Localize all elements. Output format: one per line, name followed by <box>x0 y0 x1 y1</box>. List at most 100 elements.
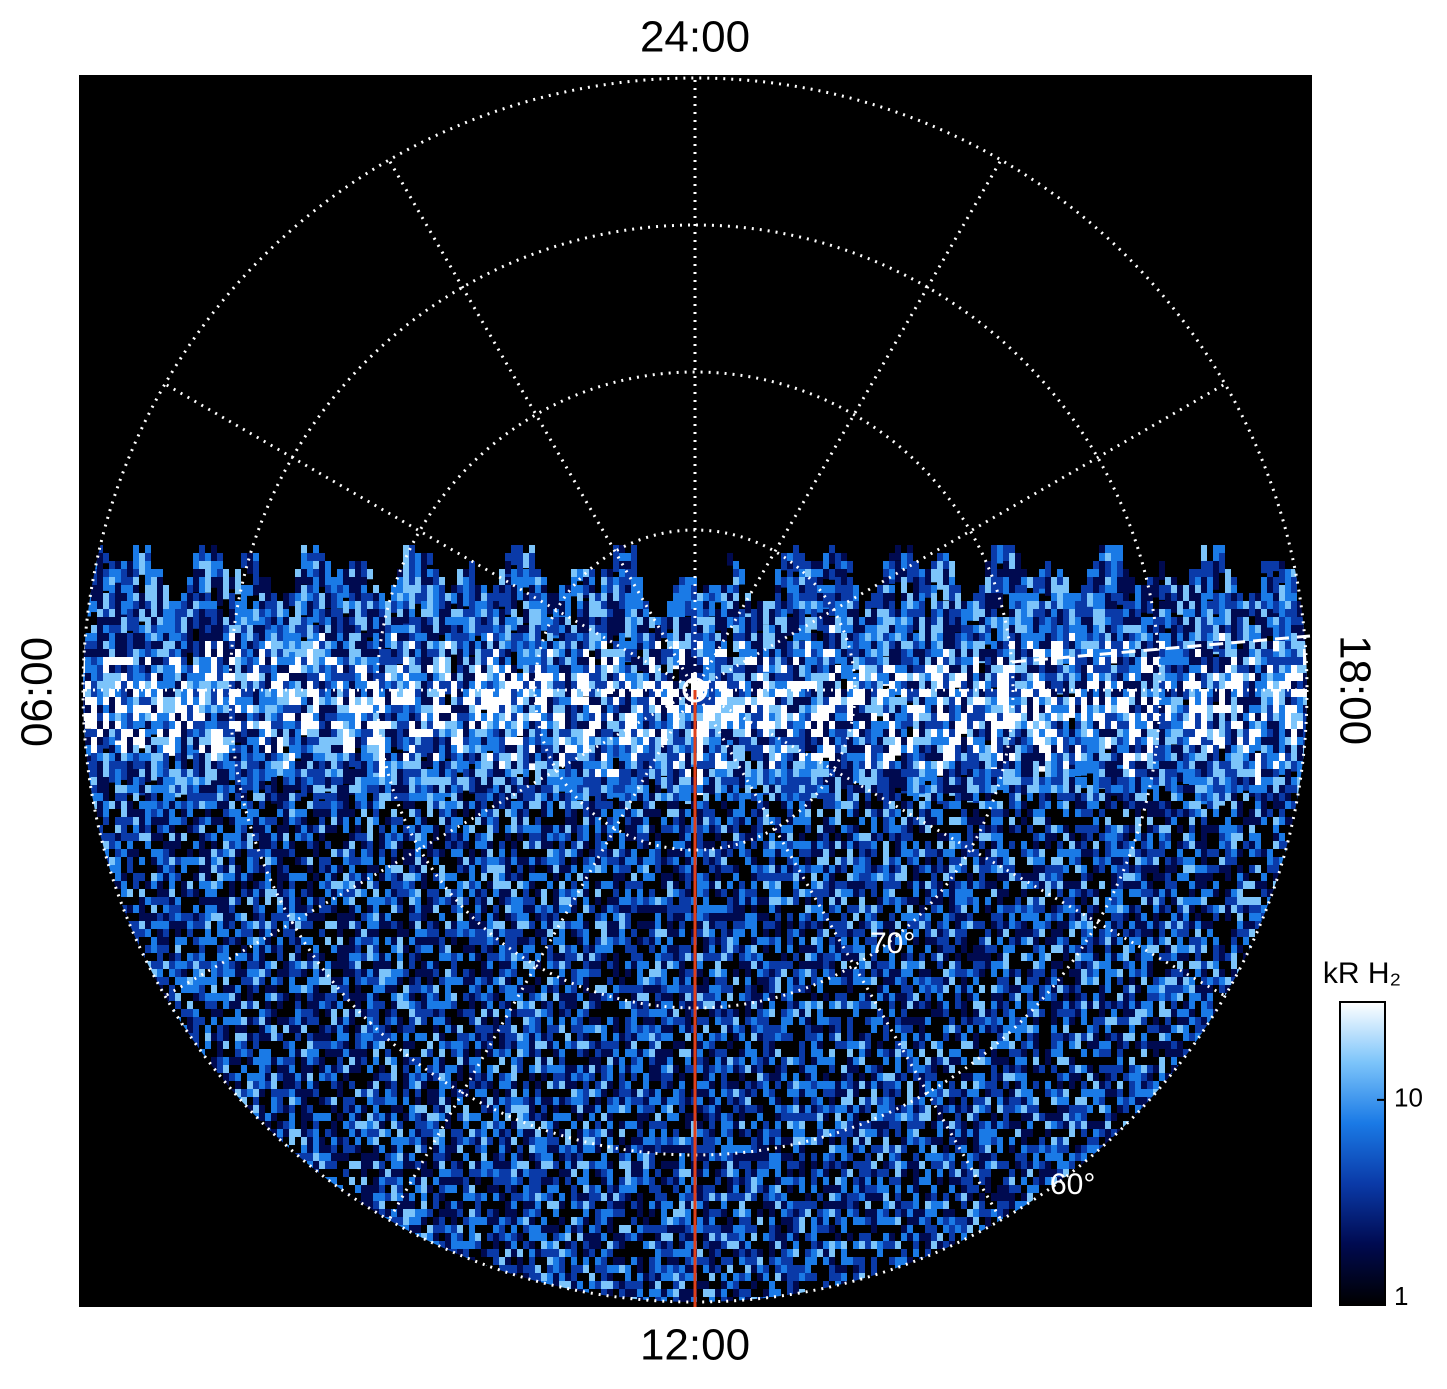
emission-cell <box>373 793 379 801</box>
emission-cell <box>1177 761 1183 773</box>
emission-cell <box>373 729 379 744</box>
emission-cell <box>445 601 451 631</box>
emission-cell <box>1195 617 1201 636</box>
emission-cell <box>733 641 739 653</box>
emission-cell <box>1081 761 1087 776</box>
emission-cell <box>577 593 583 604</box>
emission-cell <box>1123 801 1129 809</box>
emission-cell <box>1195 593 1201 619</box>
emission-cell <box>421 793 427 801</box>
emission-cell <box>985 721 991 741</box>
emission-cell <box>529 593 535 604</box>
emission-cell <box>511 545 517 566</box>
emission-cell <box>535 609 541 625</box>
emission-cell <box>913 609 919 625</box>
emission-cell <box>595 649 601 660</box>
emission-cell <box>481 793 487 801</box>
emission-cell <box>1297 601 1303 620</box>
emission-cell <box>679 593 685 607</box>
emission-cell <box>361 585 367 598</box>
emission-cell <box>829 553 835 564</box>
emission-cell <box>649 617 655 629</box>
emission-cell <box>211 561 217 582</box>
emission-cell <box>337 785 343 793</box>
emission-cell <box>469 777 475 793</box>
emission-cell <box>391 601 397 613</box>
emission-cell <box>601 665 607 683</box>
emission-cell <box>841 569 847 596</box>
emission-cell <box>793 593 799 619</box>
emission-cell <box>175 609 181 629</box>
emission-cell <box>739 801 745 809</box>
emission-cell <box>1213 569 1219 586</box>
emission-cell <box>979 649 985 662</box>
emission-cell <box>1231 705 1237 723</box>
emission-cell <box>1045 793 1051 801</box>
emission-cell <box>253 769 259 787</box>
emission-cell <box>283 601 289 612</box>
emission-cell <box>349 785 355 793</box>
emission-cell <box>1177 601 1183 615</box>
emission-cell <box>865 601 871 617</box>
emission-cell <box>529 785 535 793</box>
emission-cell <box>151 793 157 801</box>
emission-cell <box>1201 593 1207 604</box>
emission-cell <box>355 561 361 575</box>
emission-cell <box>895 793 901 801</box>
emission-cell <box>1045 633 1051 651</box>
emission-cell <box>667 801 673 809</box>
emission-cell <box>715 793 721 801</box>
emission-cell <box>547 785 553 793</box>
emission-cell <box>181 593 187 606</box>
emission-cell <box>655 793 661 801</box>
emission-cell <box>241 553 247 568</box>
emission-cell <box>1057 801 1063 809</box>
emission-cell <box>781 785 787 793</box>
emission-cell <box>163 673 169 690</box>
emission-cell <box>103 617 109 628</box>
emission-cell <box>379 801 385 809</box>
emission-cell <box>925 729 931 747</box>
emission-cell <box>121 737 127 755</box>
emission-cell <box>781 609 787 621</box>
emission-cell <box>505 561 511 575</box>
emission-cell <box>883 801 889 809</box>
emission-cell <box>1105 737 1111 749</box>
emission-cell <box>1219 601 1225 612</box>
emission-cell <box>847 601 853 616</box>
emission-cell <box>211 657 217 676</box>
emission-cell <box>271 633 277 652</box>
emission-cell <box>145 561 151 587</box>
emission-cell <box>1291 593 1297 609</box>
emission-cell <box>625 617 631 638</box>
emission-cell <box>1261 609 1267 620</box>
emission-cell <box>253 585 259 596</box>
emission-cell <box>109 593 115 612</box>
emission-cell <box>529 609 535 635</box>
emission-cell <box>637 633 643 644</box>
emission-cell <box>559 601 565 616</box>
emission-cell <box>253 785 259 793</box>
emission-cell <box>685 785 691 793</box>
emission-cell <box>481 697 487 710</box>
emission-cell <box>151 577 157 604</box>
emission-cell <box>103 801 109 809</box>
emission-cell <box>607 593 613 617</box>
emission-cell <box>1147 593 1153 607</box>
emission-cell <box>457 649 463 667</box>
emission-cell <box>643 801 649 809</box>
emission-cell <box>793 785 799 793</box>
emission-cell <box>739 769 745 789</box>
emission-cell <box>355 601 361 613</box>
emission-cell <box>277 601 283 620</box>
emission-cell <box>145 761 151 783</box>
emission-cell <box>1051 601 1057 612</box>
emission-cell <box>559 753 565 765</box>
emission-cell <box>1087 577 1093 591</box>
emission-cell <box>1207 729 1213 741</box>
emission-cell <box>583 793 589 801</box>
emission-cell <box>967 793 973 801</box>
emission-cell <box>445 785 451 793</box>
emission-cell <box>529 753 535 764</box>
